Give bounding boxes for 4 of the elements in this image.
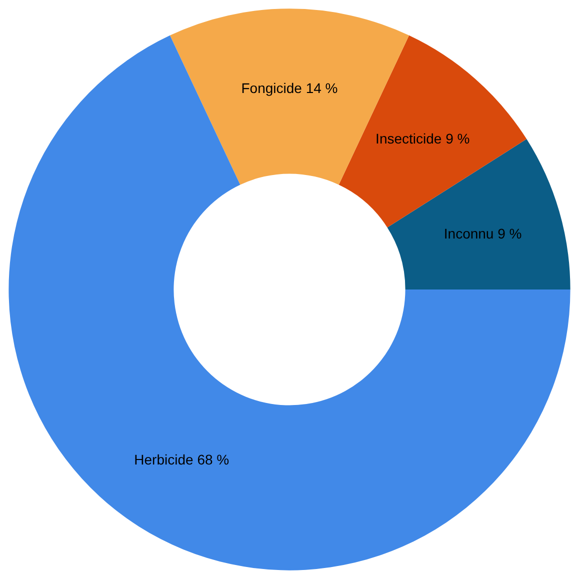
slice-label: Herbicide 68 % (134, 451, 230, 468)
slice-label: Insecticide 9 % (376, 130, 470, 146)
slice-label: Inconnu 9 % (444, 225, 522, 242)
slice-label: Fongicide 14 % (241, 80, 338, 96)
